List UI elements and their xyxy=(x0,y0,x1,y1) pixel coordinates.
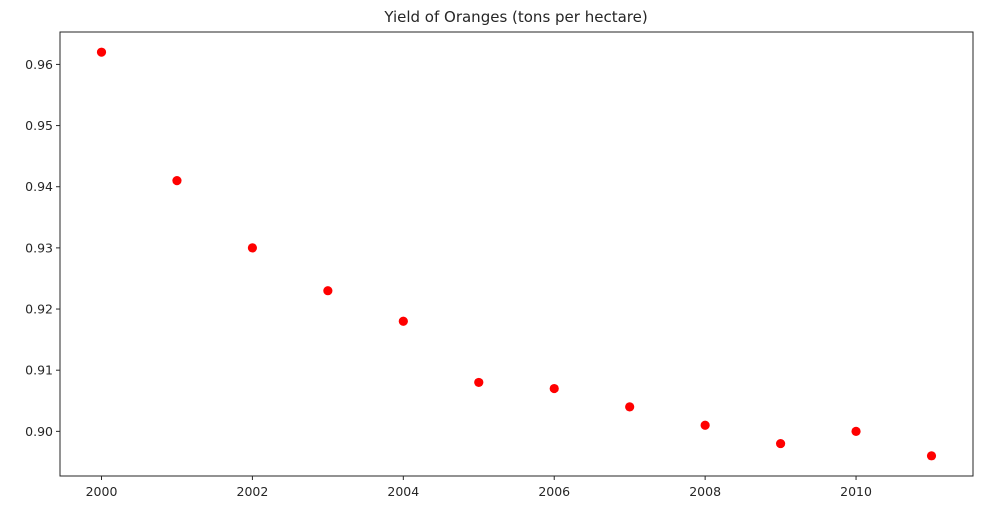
x-tick-label: 2010 xyxy=(840,484,872,499)
y-tick-label: 0.94 xyxy=(25,179,53,194)
data-point xyxy=(247,243,258,253)
plot-area xyxy=(59,31,974,477)
y-tick-label: 0.90 xyxy=(25,424,53,439)
x-tick-label: 2006 xyxy=(538,484,570,499)
y-axis: 0.90 0.91 0.92 0.93 0.94 0.95 0.96 xyxy=(25,57,60,439)
y-tick-label: 0.95 xyxy=(25,118,53,133)
data-point xyxy=(172,176,182,186)
data-point xyxy=(926,451,937,461)
data-point xyxy=(775,438,786,449)
data-point xyxy=(96,47,107,57)
x-tick-label: 2004 xyxy=(387,484,419,499)
data-point xyxy=(323,286,333,296)
x-tick-label: 2002 xyxy=(237,484,269,499)
data-points xyxy=(96,47,937,461)
y-tick-label: 0.93 xyxy=(25,240,53,255)
data-point xyxy=(474,377,484,388)
x-tick-label: 2008 xyxy=(689,484,721,499)
data-point xyxy=(625,402,635,412)
y-tick-label: 0.92 xyxy=(25,302,53,317)
data-point xyxy=(700,420,710,430)
data-point xyxy=(549,383,559,394)
x-axis: 2000 2002 2004 2006 2008 2010 xyxy=(86,476,872,499)
y-tick-label: 0.96 xyxy=(25,57,53,72)
x-tick-label: 2000 xyxy=(86,484,118,499)
data-point xyxy=(398,316,408,326)
y-tick-label: 0.91 xyxy=(25,363,53,378)
chart-title: Yield of Oranges (tons per hectare) xyxy=(383,8,647,26)
data-point xyxy=(851,426,861,436)
